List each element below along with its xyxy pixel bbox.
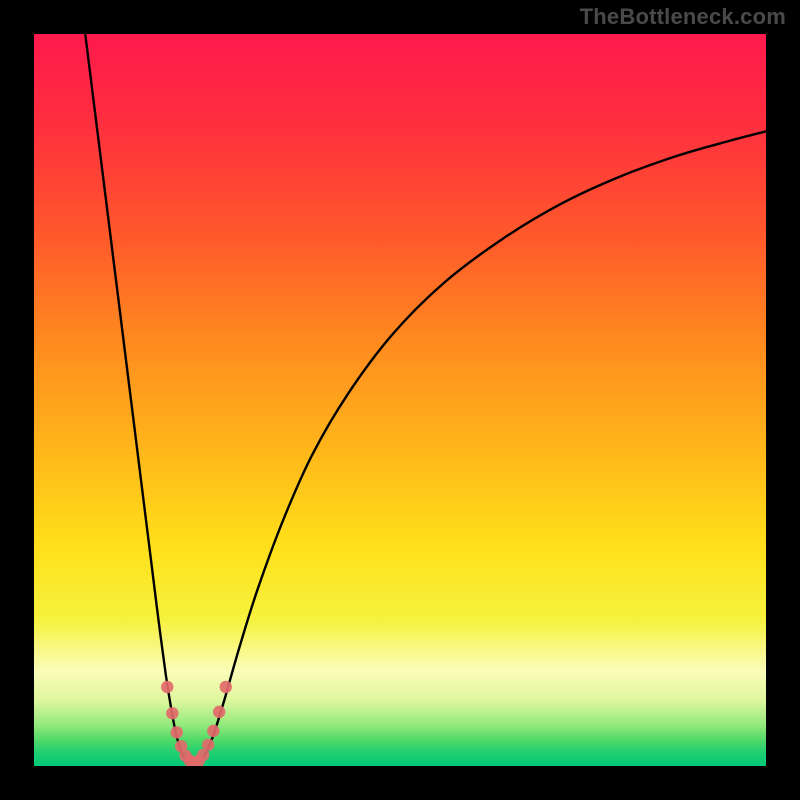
marker-point <box>207 725 219 737</box>
marker-point <box>202 739 214 751</box>
chart-frame: TheBottleneck.com <box>0 0 800 800</box>
marker-point <box>166 707 178 719</box>
marker-point <box>161 681 173 693</box>
marker-point <box>171 726 183 738</box>
marker-point <box>220 681 232 693</box>
marker-point <box>213 706 225 718</box>
chart-background <box>34 34 766 766</box>
chart-plot-area <box>34 34 766 766</box>
watermark-text: TheBottleneck.com <box>580 4 786 30</box>
